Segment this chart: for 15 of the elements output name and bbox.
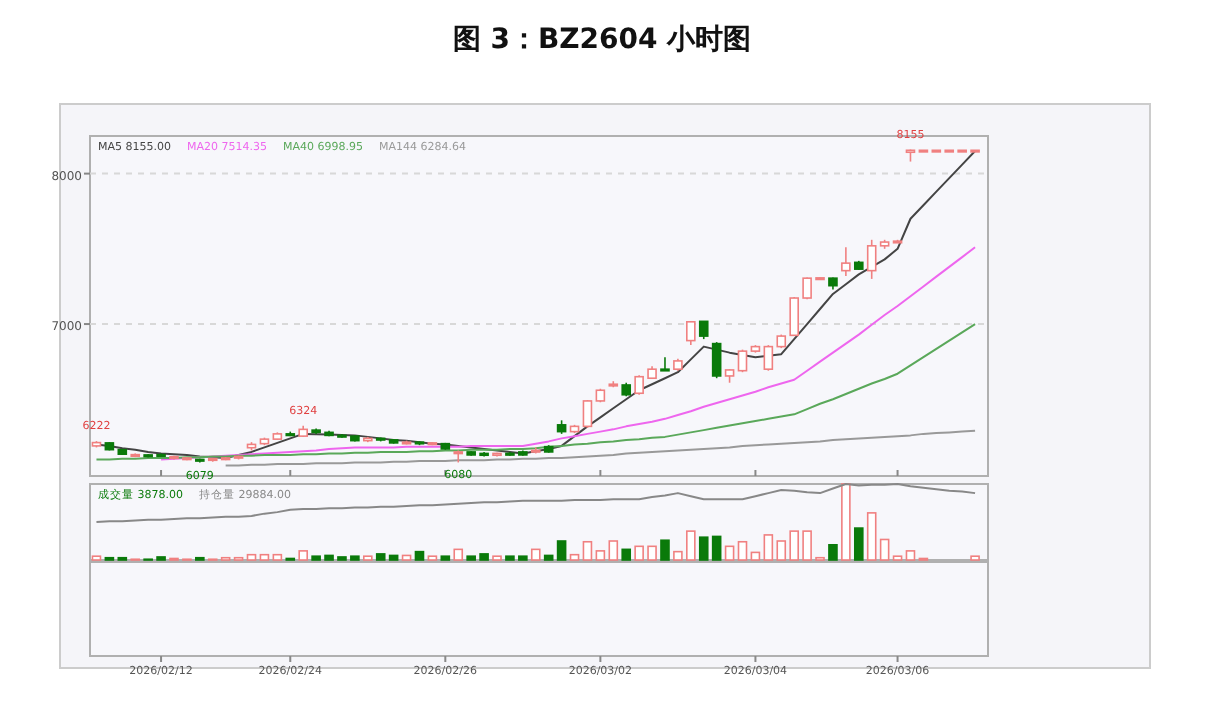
candlestick (582, 399, 593, 429)
bar (660, 539, 670, 561)
bar (828, 544, 838, 561)
chart-title: 图 3：BZ2604 小时图 (452, 24, 752, 56)
bar (556, 540, 567, 561)
bar (414, 550, 425, 561)
candlestick (453, 449, 464, 464)
bar (621, 548, 632, 561)
candlestick (686, 320, 696, 346)
bar (543, 554, 554, 561)
candlestick (660, 356, 670, 372)
candlestick (841, 246, 851, 277)
bar (853, 527, 864, 561)
candlestick (711, 341, 722, 380)
candlestick (698, 320, 709, 340)
